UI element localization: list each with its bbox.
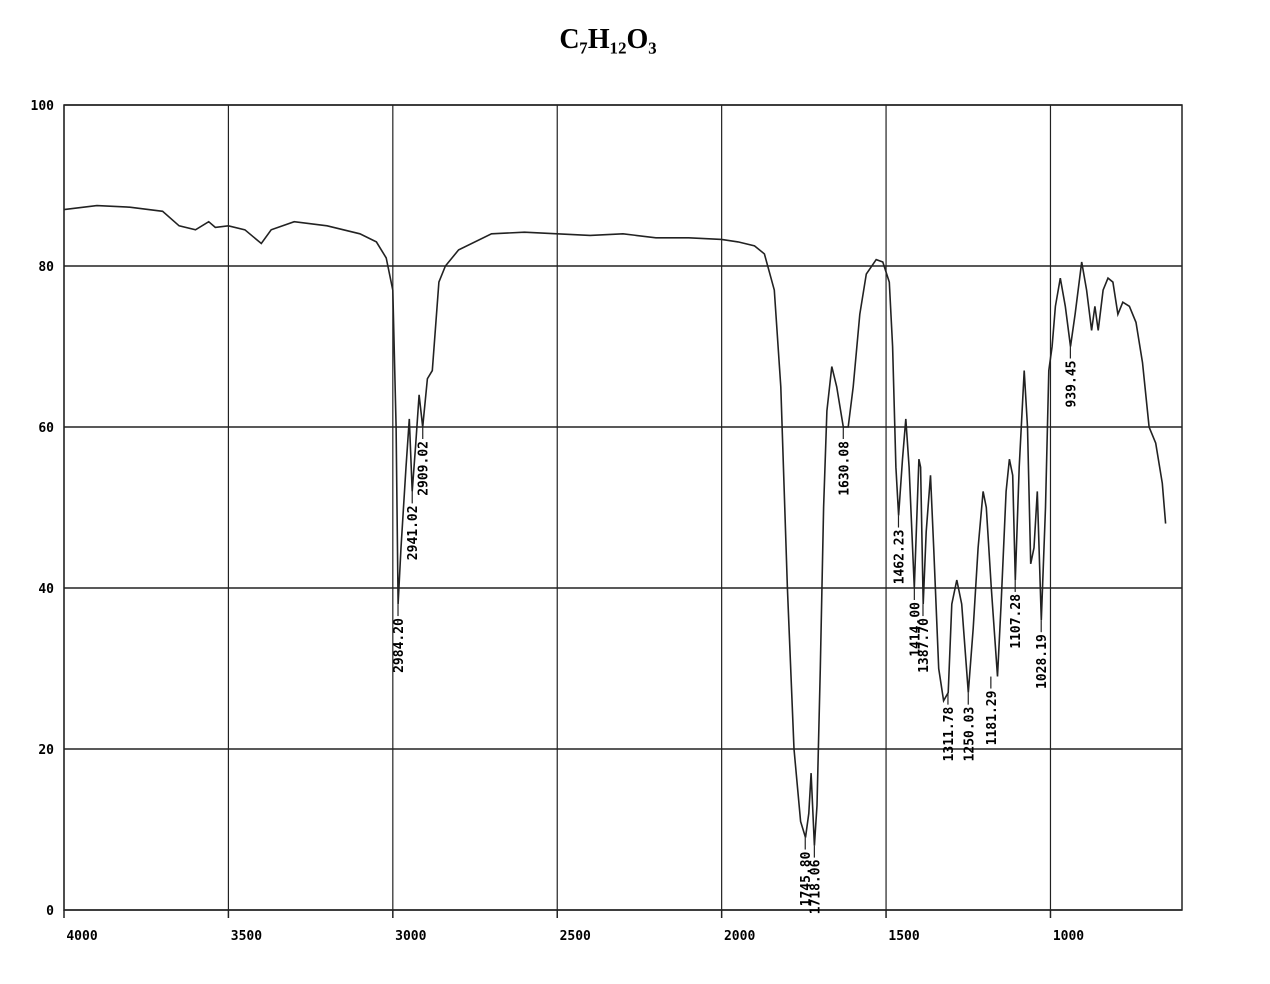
y-tick-label: 100 xyxy=(31,99,55,114)
y-tick-label: 60 xyxy=(38,421,54,436)
peak-label: 1414.00 xyxy=(908,602,923,657)
y-tick-label: 80 xyxy=(38,260,54,275)
peak-label: 1311.78 xyxy=(942,706,957,761)
spectrum-line xyxy=(63,204,1167,846)
peak-label: 2909.02 xyxy=(417,441,432,496)
x-tick-label: 2000 xyxy=(724,929,755,944)
peak-label: 1250.03 xyxy=(962,707,977,762)
x-tick-label: 3500 xyxy=(231,929,262,944)
peak-label: 2984.20 xyxy=(392,618,407,673)
x-tick-label: 3000 xyxy=(395,929,426,944)
x-tick-label: 2500 xyxy=(560,929,591,944)
x-tick-label: 1500 xyxy=(888,929,919,944)
peak-label: 2941.02 xyxy=(406,505,421,560)
peak-label: 1630.08 xyxy=(837,441,852,496)
peak-label: 1028.19 xyxy=(1035,634,1050,689)
peak-label: 1745.80 xyxy=(799,851,814,906)
y-tick-label: 20 xyxy=(38,743,54,758)
peak-label: 1387.70 xyxy=(917,618,932,673)
peak-label: 1462.23 xyxy=(892,530,907,585)
peak-label: 1107.28 xyxy=(1009,594,1024,649)
peak-label: 1181.29 xyxy=(985,691,1000,746)
peak-label: 939.45 xyxy=(1064,361,1079,408)
plot-frame xyxy=(63,104,1183,911)
peak-label: 1718.06 xyxy=(808,859,823,914)
x-tick-label: 1000 xyxy=(1053,929,1084,944)
x-tick-label: 4000 xyxy=(66,929,97,944)
y-tick-label: 0 xyxy=(46,904,54,919)
y-tick-label: 40 xyxy=(38,582,54,597)
chart-title: C₇H₁₂O₃ xyxy=(559,24,656,55)
